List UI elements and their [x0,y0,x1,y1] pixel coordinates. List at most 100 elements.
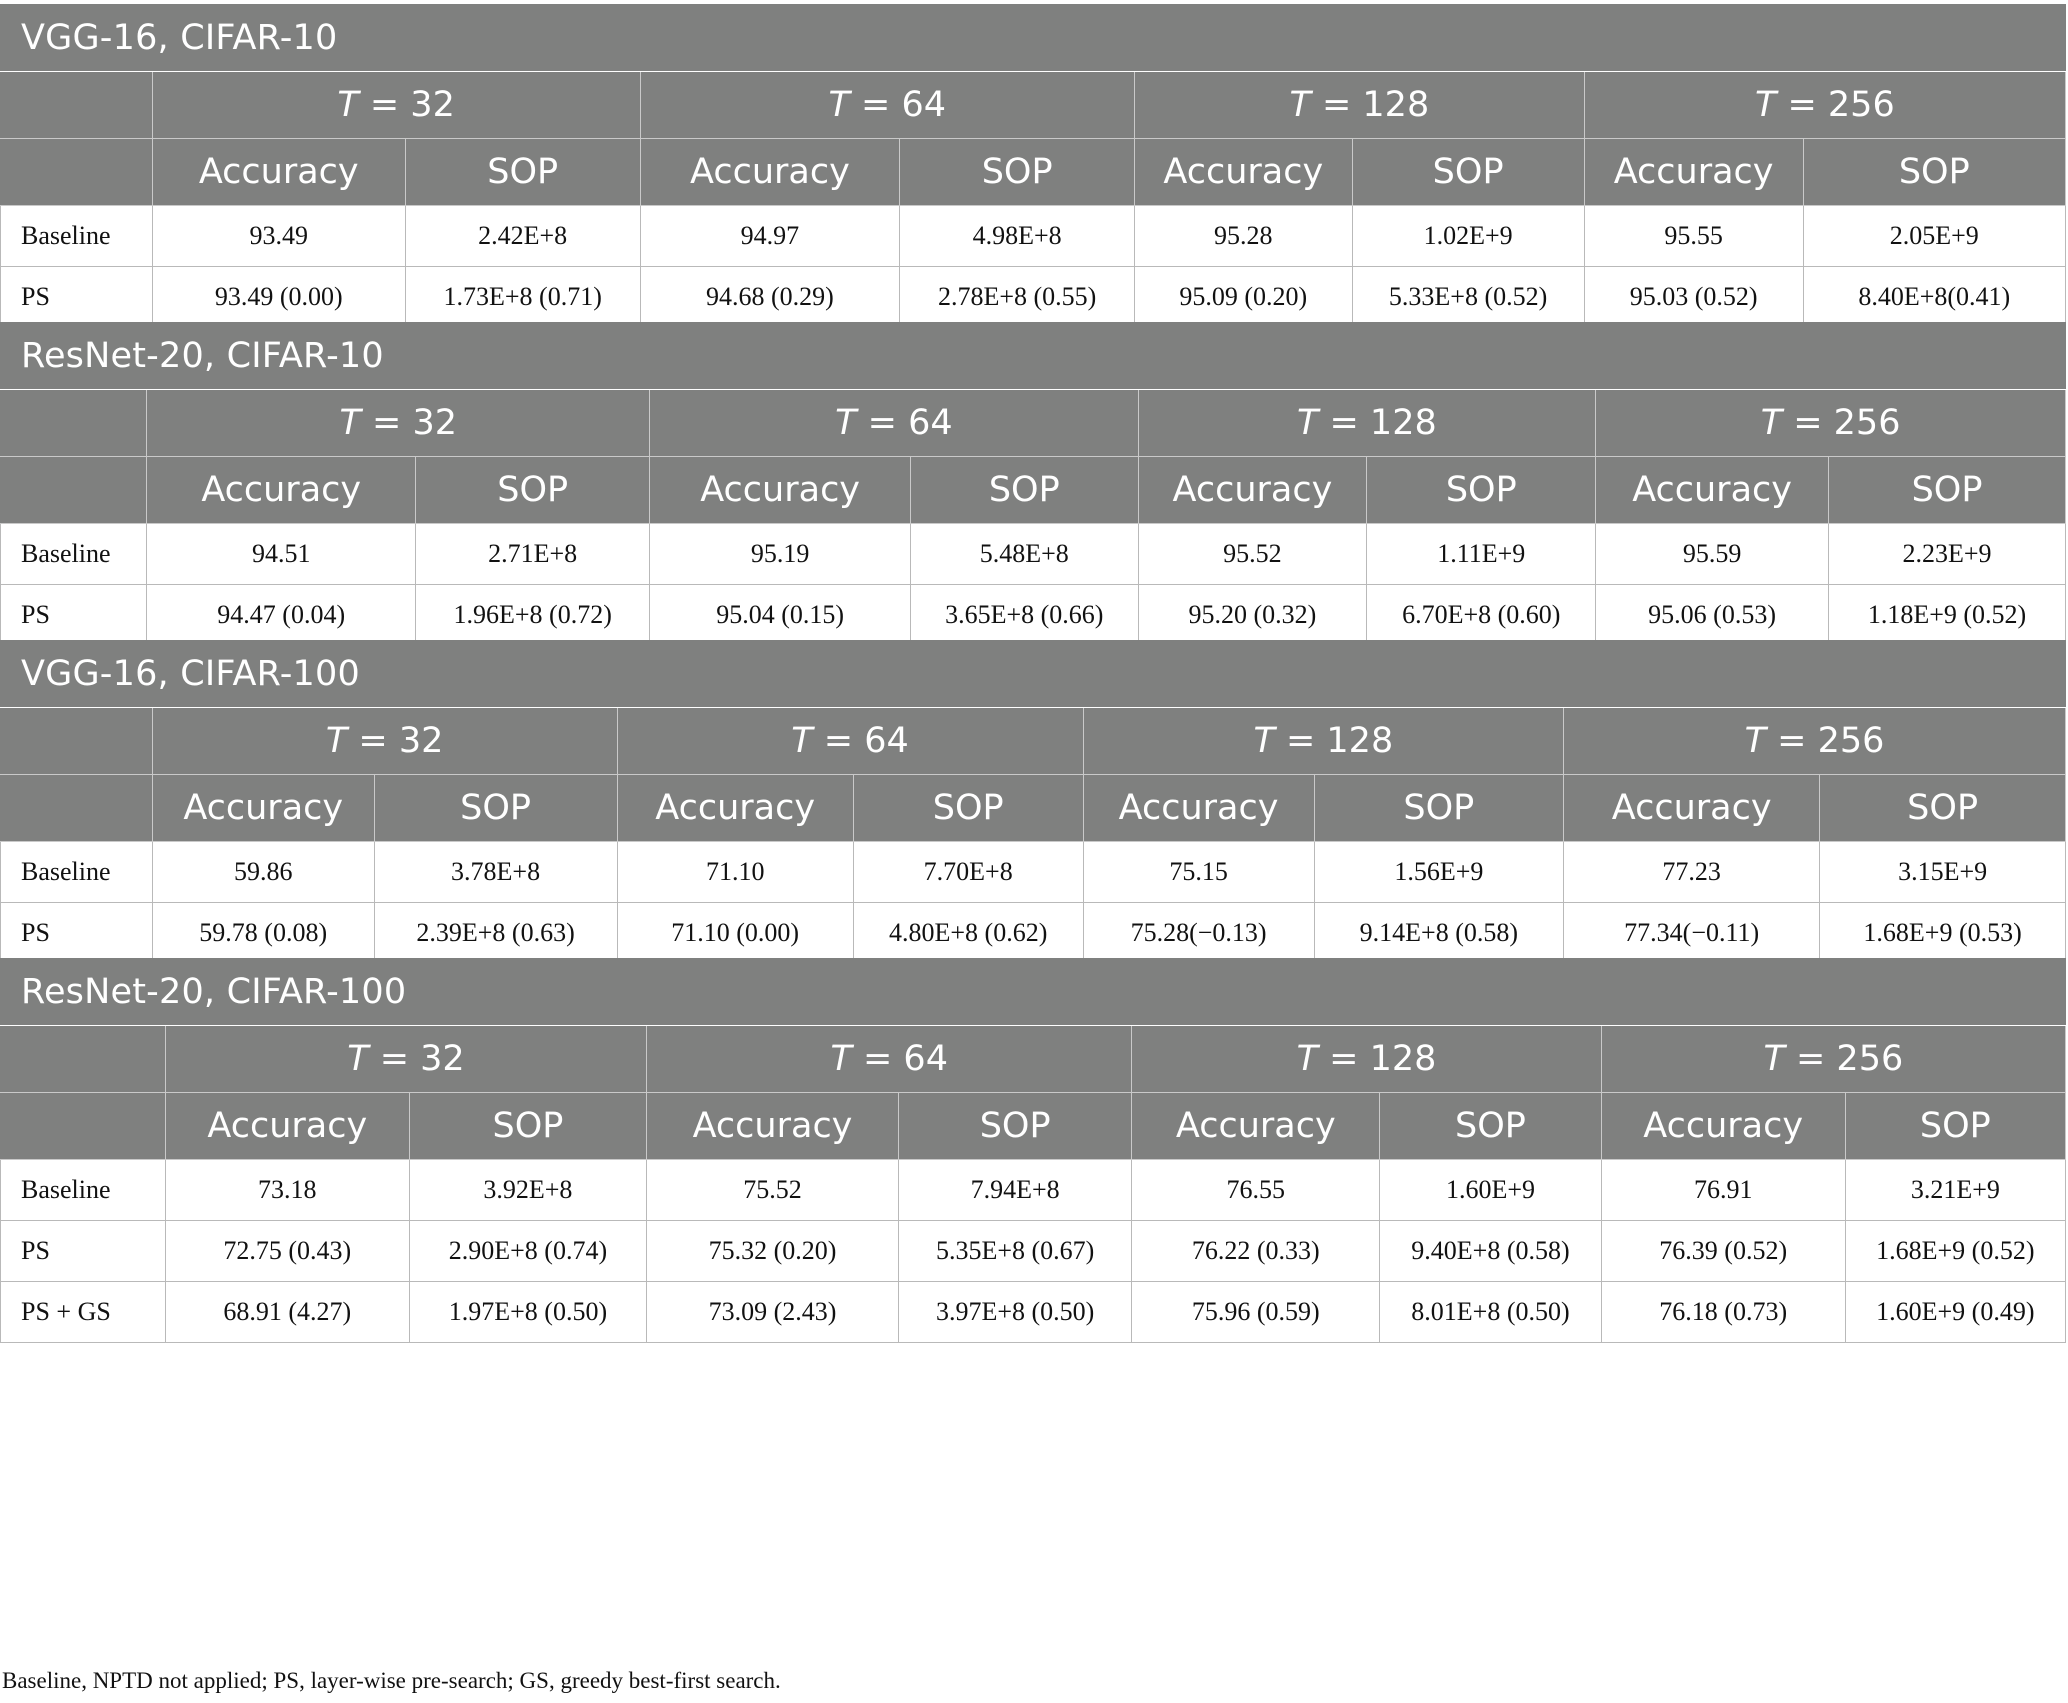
table-cell: 73.09 (2.43) [646,1281,899,1343]
time-steps-header: T = 32 [164,1025,648,1093]
table-row: PS 94.47 (0.04) 1.96E+8 (0.72) 95.04 (0.15)… [0,584,2066,646]
time-steps-value: = 128 [1310,85,1430,125]
header-corner [0,774,153,842]
header-corner [0,389,148,457]
table-row: Baseline 73.18 3.92E+8 75.52 7.94E+8 76.55 1.6… [0,1159,2067,1221]
table-cell: 2.42E+8 [404,205,641,267]
results-table: ResNet-20, CIFAR-10 T = 32 T = 64 T = 128 T … [0,322,2066,707]
header-corner [0,71,153,139]
time-steps-value: = 128 [1318,403,1437,443]
table-cell: 1.96E+8 (0.72) [415,584,651,646]
table-cell: 76.39 (0.52) [1600,1220,1846,1282]
table-cell: 95.28 [1134,205,1353,267]
accuracy-column-header: Accuracy [1134,138,1353,206]
time-steps-symbol: T [1760,403,1783,443]
accuracy-column-header: Accuracy [151,138,406,206]
header-corner [0,707,153,775]
sop-column-header: SOP [1366,456,1597,524]
table-cell: 2.71E+8 [415,523,651,585]
time-steps-value: = 64 [856,403,953,443]
table-title: VGG-16, CIFAR-10 [0,4,2066,72]
table-title: VGG-16, CIFAR-100 [0,640,2066,708]
table-cell: 76.18 (0.73) [1600,1281,1846,1343]
time-steps-header: T = 256 [1600,1025,2067,1093]
table-cell: 2.23E+9 [1828,523,2066,585]
table-cell: 77.23 [1563,841,1821,903]
time-steps-symbol: T [1253,721,1275,761]
table-cell: 7.94E+8 [897,1159,1133,1221]
row-label: PS [0,266,153,328]
sop-column-header: SOP [1379,1092,1602,1160]
accuracy-column-header: Accuracy [1600,1092,1846,1160]
table-cell: 77.34(−0.11) [1563,902,1821,964]
header-corner [0,456,148,524]
table-cell: 3.78E+8 [373,841,618,903]
table-row: PS + GS 68.91 (4.27) 1.97E+8 (0.50) 73.09 (… [0,1281,2067,1343]
time-steps-header: T = 128 [1131,1025,1602,1093]
table-cell: 7.70E+8 [852,841,1084,903]
sop-column-header: SOP [408,1092,648,1160]
table-cell: 94.51 [146,523,417,585]
time-steps-value: = 256 [1766,721,1885,761]
accuracy-column-header: Accuracy [639,138,901,206]
table-cell: 73.18 [164,1159,410,1221]
sop-column-header: SOP [1844,1092,2067,1160]
accuracy-column-header: Accuracy [164,1092,410,1160]
table-cell: 76.91 [1600,1159,1846,1221]
time-steps-header: T = 32 [146,389,651,457]
table-cell: 75.52 [646,1159,899,1221]
time-steps-symbol: T [1763,1039,1785,1079]
time-steps-value: = 32 [360,403,458,443]
table-row: PS 72.75 (0.43) 2.90E+8 (0.74) 75.32 (0.20)… [0,1220,2067,1282]
time-steps-value: = 128 [1274,721,1394,761]
table-cell: 5.48E+8 [910,523,1139,585]
table-cell: 95.52 [1137,523,1368,585]
time-steps-header: T = 64 [616,707,1084,775]
table-cell: 3.92E+8 [408,1159,648,1221]
table-row: Baseline 93.49 2.42E+8 94.97 4.98E+8 95.28 1.0… [0,205,2067,267]
table-footnote: Baseline, NPTD not applied; PS, layer-wi… [2,1668,781,1693]
table-title: ResNet-20, CIFAR-10 [0,322,2066,390]
table-cell: 95.59 [1595,523,1829,585]
sop-column-header: SOP [899,138,1136,206]
table-cell: 75.15 [1082,841,1315,903]
sop-column-header: SOP [373,774,618,842]
header-corner [0,1092,166,1160]
table-cell: 75.96 (0.59) [1131,1281,1381,1343]
time-steps-header: T = 64 [639,71,1136,139]
table-cell: 4.98E+8 [899,205,1136,267]
header-corner [0,1025,166,1093]
time-steps-symbol: T [791,721,813,761]
table-row: Baseline 59.86 3.78E+8 71.10 7.70E+8 75.15 1.5… [0,841,2066,903]
time-steps-symbol: T [1296,403,1319,443]
row-label: Baseline [0,841,153,903]
table-cell: 71.10 [616,841,854,903]
table-row: PS 59.78 (0.08) 2.39E+8 (0.63) 71.10 (0.00)… [0,902,2066,964]
accuracy-column-header: Accuracy [1137,456,1368,524]
accuracy-column-header: Accuracy [146,456,417,524]
row-label: Baseline [0,205,153,267]
table-cell: 72.75 (0.43) [164,1220,410,1282]
table-cell: 71.10 (0.00) [616,902,854,964]
time-steps-symbol: T [828,85,850,125]
accuracy-column-header: Accuracy [1563,774,1821,842]
table-cell: 5.33E+8 (0.52) [1351,266,1585,328]
accuracy-column-header: Accuracy [1583,138,1804,206]
time-steps-header: T = 128 [1082,707,1565,775]
table-cell: 94.97 [639,205,901,267]
table-cell: 76.55 [1131,1159,1381,1221]
time-steps-value: = 32 [368,1039,465,1079]
table-cell: 95.19 [649,523,912,585]
table-cell: 4.80E+8 (0.62) [852,902,1084,964]
sop-column-header: SOP [1802,138,2067,206]
table-row: PS 93.49 (0.00) 1.73E+8 (0.71) 94.68 (0.29)… [0,266,2067,328]
table-cell: 68.91 (4.27) [164,1281,410,1343]
table-cell: 8.01E+8 (0.50) [1379,1281,1602,1343]
row-label: PS [0,902,153,964]
table-cell: 93.49 (0.00) [151,266,406,328]
time-steps-header: T = 128 [1134,71,1585,139]
table-cell: 95.03 (0.52) [1583,266,1804,328]
time-steps-symbol: T [325,721,348,761]
time-steps-header: T = 128 [1137,389,1597,457]
table-cell: 1.97E+8 (0.50) [408,1281,648,1343]
